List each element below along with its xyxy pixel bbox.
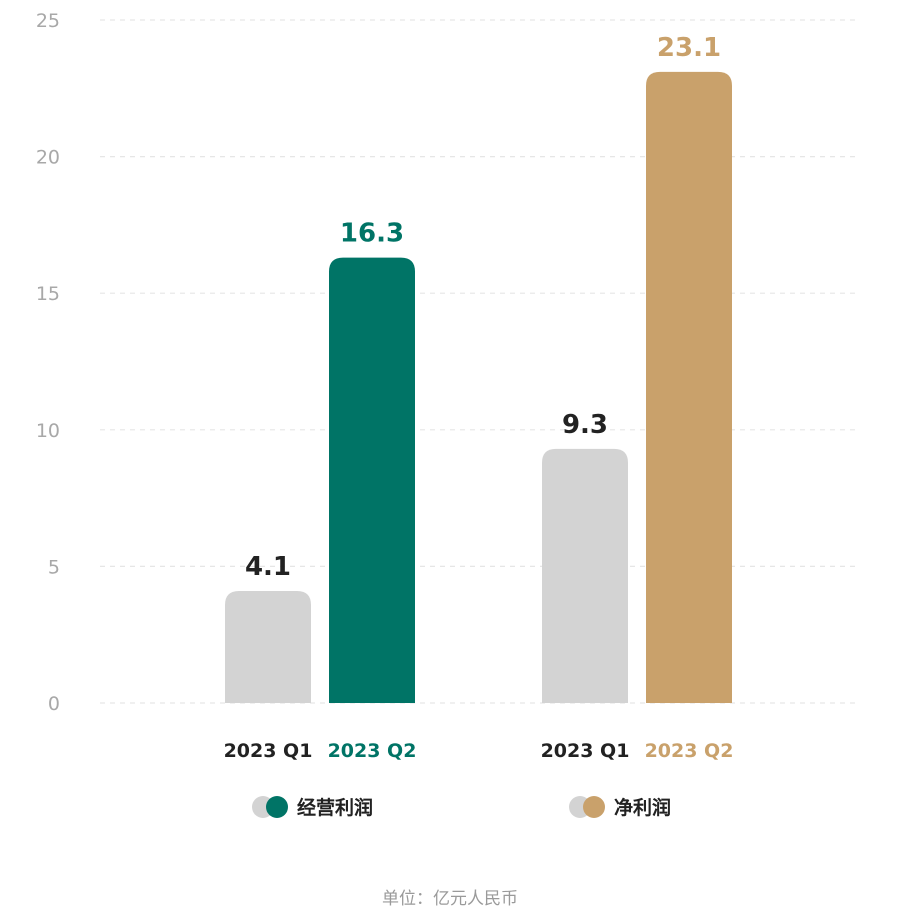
- x-tick-label: 2023 Q1: [541, 740, 630, 762]
- y-tick-label: 0: [48, 693, 60, 715]
- legend: 经营利润 净利润: [252, 796, 671, 819]
- y-tick-label: 25: [36, 10, 60, 32]
- data-label: 16.3: [340, 219, 404, 249]
- data-label: 4.1: [245, 552, 291, 582]
- bar: [329, 257, 415, 703]
- bar: [646, 71, 732, 703]
- x-tick-label: 2023 Q2: [328, 740, 417, 762]
- y-tick-label: 5: [48, 556, 60, 578]
- unit-note: 单位：亿元人民币: [382, 889, 518, 909]
- y-tick-label: 20: [36, 147, 60, 169]
- x-tick-label: 2023 Q1: [224, 740, 313, 762]
- value-labels: 4.1 16.3 9.3 23.1: [245, 33, 721, 582]
- y-tick-label: 10: [36, 420, 60, 442]
- x-tick-label: 2023 Q2: [645, 740, 734, 762]
- legend-marker-q2: [266, 796, 288, 818]
- bar: [542, 448, 628, 703]
- data-label: 23.1: [657, 33, 721, 63]
- legend-marker-q2: [583, 796, 605, 818]
- y-axis: 0 5 10 15 20 25: [36, 10, 60, 715]
- bar: [225, 590, 311, 703]
- data-label: 9.3: [562, 410, 608, 440]
- bars: [225, 71, 732, 703]
- y-tick-label: 15: [36, 283, 60, 305]
- grid: [100, 19, 860, 704]
- legend-label: 经营利润: [297, 796, 373, 819]
- category-labels: 2023 Q1 2023 Q2 2023 Q1 2023 Q2: [224, 740, 734, 762]
- legend-label: 净利润: [614, 796, 671, 819]
